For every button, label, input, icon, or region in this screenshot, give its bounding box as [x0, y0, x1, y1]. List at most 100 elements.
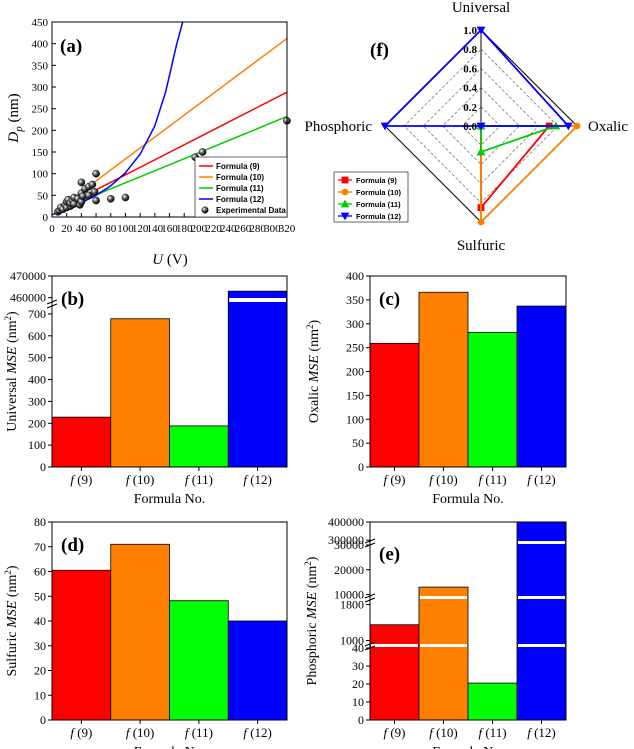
a-data-point	[90, 188, 99, 196]
a-ytick-label: 450	[32, 17, 49, 29]
a-legend-label: Formula (12)	[216, 195, 264, 204]
bar-break-gap	[229, 298, 286, 302]
panel-a-legend-box	[194, 156, 288, 218]
a-xtick-label: 200	[191, 223, 208, 235]
axis-break-mark	[46, 299, 58, 305]
bar-3	[467, 682, 518, 721]
bar-category-label: f (11)	[478, 725, 506, 740]
radar-ring-label: 1.0	[463, 25, 477, 37]
radar-marker	[380, 122, 390, 131]
panel-a: 0 20 40 60 80 1001201401601802002202402602803…	[6, 17, 296, 268]
panel-f-label: (f)	[370, 40, 389, 61]
bar-2	[110, 318, 170, 468]
axis-break-mark	[364, 593, 376, 599]
panel-b: 0 100 200 300 400 500 600 700 460000 470000 f (9) f…	[3, 269, 288, 507]
bar-category-label: f (10)	[126, 725, 155, 740]
ytick-label: 1000	[340, 634, 364, 648]
ytick-label: 470000	[10, 269, 46, 283]
ytick-label: 400	[28, 373, 46, 387]
a-xtick-label: 260	[235, 223, 252, 235]
ytick-label: 10	[352, 695, 364, 709]
bar-panel-xlabel: Formula No.	[134, 745, 206, 749]
panel-a-points	[54, 117, 291, 216]
bar-break-gap	[518, 541, 565, 544]
ytick-label: 40	[352, 641, 364, 655]
bar-3	[467, 331, 518, 468]
a-series-line-2	[58, 37, 287, 209]
ytick-label: 70	[34, 540, 46, 554]
radar-ring-label: 0.8	[463, 44, 477, 56]
bar-1	[369, 624, 420, 721]
panel-a-legend: Formula (9) Formula (10) Formula (11) Formu…	[194, 156, 288, 218]
ytick-label: 50	[352, 436, 364, 450]
panel-a-xlabel: U (V)	[152, 252, 187, 268]
radar-marker	[573, 122, 581, 130]
a-xtick-label: 160	[161, 223, 178, 235]
a-xtick-label: 20	[61, 223, 73, 235]
bar-panel-frame	[51, 275, 288, 468]
radar-axis-oxalic: Oxalic	[588, 119, 628, 135]
radar-marker	[477, 218, 485, 226]
ytick-label: 1800	[340, 598, 364, 612]
a-xtick-label: 300	[264, 223, 281, 235]
ytick-label: 500	[28, 351, 46, 365]
a-legend-label: Formula (11)	[216, 184, 264, 193]
bar-3	[169, 600, 229, 721]
ytick-label: 100	[346, 412, 364, 426]
f-legend-label: Formula (11)	[356, 200, 401, 209]
bar-break-gap	[420, 596, 467, 599]
ytick-label: 300	[28, 394, 46, 408]
bar-2	[418, 291, 469, 468]
a-data-point	[121, 193, 130, 202]
radar-marker	[563, 122, 573, 131]
bar-category-label: f (9)	[383, 725, 405, 740]
radar-marker	[476, 122, 486, 131]
bar-category-label: f (12)	[243, 472, 272, 487]
axis-break-mark	[364, 597, 376, 603]
bar-1	[51, 569, 112, 721]
a-ytick-label: 350	[32, 60, 49, 72]
ytick-label: 20000	[334, 563, 364, 577]
radar-marker	[340, 199, 350, 208]
bar-panel-label: (e)	[379, 544, 400, 565]
radar-marker	[341, 176, 349, 184]
bar-4	[227, 620, 288, 721]
bar-4	[516, 305, 567, 468]
ytick-label: 30000	[334, 538, 364, 552]
bar-category-label: f (12)	[527, 472, 556, 487]
bar-break-gap	[518, 596, 565, 599]
bar-break-gap	[518, 644, 565, 647]
f-legend-label: Formula (12)	[356, 212, 402, 221]
axis-break-mark	[46, 303, 58, 309]
ytick-label: 40	[34, 614, 46, 628]
panel-f-legend-entries: Formula (9) Formula (10) Formula (11) Formu…	[338, 176, 402, 221]
ytick-label: 0	[358, 460, 364, 474]
bar-panel-label: (b)	[61, 289, 84, 310]
radar-axis-sulfuric: Sulfuric	[457, 238, 506, 254]
bar-category-label: f (10)	[429, 725, 458, 740]
a-xtick-label: 40	[76, 223, 88, 235]
axis-break-mark	[364, 641, 376, 647]
bar-panel-ylabel: Oxalic MSE (nm2)	[305, 320, 322, 424]
ytick-label: 10000	[334, 588, 364, 602]
a-xtick-label: 80	[105, 223, 117, 235]
ytick-label: 0	[40, 460, 46, 474]
bar-panel-ylabel: Phosphoric MSE (nm2)	[303, 556, 320, 685]
ytick-label: 400000	[328, 515, 364, 529]
a-xtick-label: 140	[147, 223, 164, 235]
a-data-point	[88, 180, 97, 189]
ytick-label: 300	[346, 317, 364, 331]
ytick-label: 250	[346, 341, 364, 355]
bar-break-gap	[420, 644, 467, 647]
a-xtick-label: 280	[249, 223, 266, 235]
ytick-label: 80	[34, 515, 46, 529]
ytick-label: 20	[34, 664, 46, 678]
panel-f-series	[380, 26, 581, 226]
a-legend-label: Experimental Data	[216, 206, 286, 215]
a-ytick-label: 100	[32, 169, 49, 181]
bar-category-label: f (9)	[70, 725, 92, 740]
ytick-label: 20	[352, 677, 364, 691]
radar-axis-phosphoric: Phosphoric	[305, 119, 373, 135]
radar-axis-universal: Universal	[452, 0, 510, 16]
